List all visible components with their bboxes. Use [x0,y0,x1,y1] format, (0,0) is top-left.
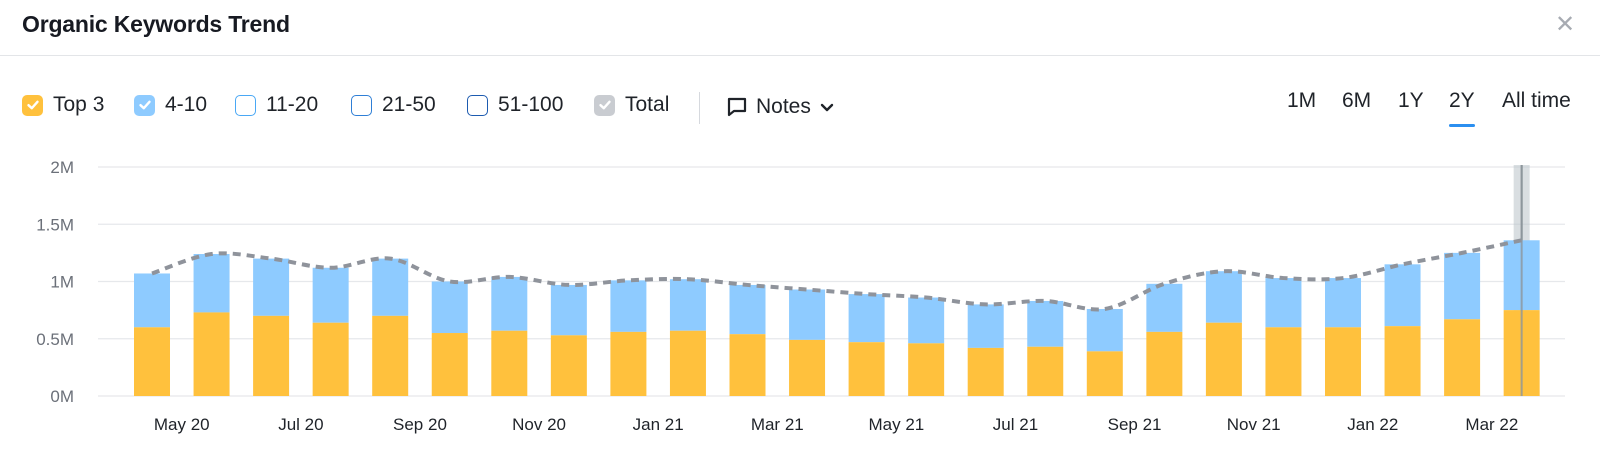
close-icon[interactable]: ✕ [1554,11,1576,38]
checkbox-top3[interactable] [22,94,43,116]
x-tick-label: Nov 21 [1227,415,1281,434]
bar-4-10[interactable] [1325,278,1361,328]
legend-item-21-50[interactable]: 21-50 [351,91,436,119]
bar-4-10[interactable] [193,254,230,313]
bar-top3[interactable] [1205,322,1242,396]
bar-top3[interactable] [491,330,528,396]
bar-top3[interactable] [1027,346,1064,396]
x-tick-label: Jan 21 [633,415,684,434]
legend-item-51-100[interactable]: 51-100 [467,91,563,119]
bar-4-10[interactable] [253,258,290,316]
notes-label: Notes [756,95,811,118]
bar-top3[interactable] [253,315,290,396]
x-tick-label: Mar 21 [751,415,804,434]
tab-1y[interactable]: 1Y [1398,89,1424,112]
check-icon [26,100,39,110]
x-tick-label: Jul 20 [278,415,323,434]
bar-top3[interactable] [848,342,885,396]
checkbox-11-20[interactable] [235,94,256,116]
legend-divider [699,92,700,124]
bar-top3[interactable] [550,335,587,396]
check-icon [598,100,611,110]
chevron-down-icon [820,103,834,112]
modal-header: Organic Keywords Trend ✕ [0,0,1600,56]
bar-4-10[interactable] [550,284,587,336]
bar-top3[interactable] [1086,351,1123,396]
x-tick-label: May 21 [869,415,925,434]
bar-top3[interactable] [967,347,1004,396]
bar-4-10[interactable] [372,258,409,316]
bar-4-10[interactable] [1384,264,1421,327]
legend-item-total[interactable]: Total [594,91,669,119]
checkbox-4-10[interactable] [134,94,155,116]
legend-item-4-10[interactable]: 4-10 [134,91,207,119]
checkbox-21-50[interactable] [351,94,372,116]
bar-top3[interactable] [193,312,230,396]
y-tick-label: 0M [50,387,74,406]
legend-label-total: Total [625,93,670,116]
x-tick-label: Mar 22 [1465,415,1518,434]
bar-top3[interactable] [1384,326,1421,396]
y-tick-label: 1.5M [36,215,74,234]
bar-4-10[interactable] [134,273,170,328]
bar-top3[interactable] [431,333,468,396]
tab-6m[interactable]: 6M [1342,89,1372,112]
legend-label-top3: Top 3 [53,93,105,116]
bar-4-10[interactable] [1205,271,1242,323]
bar-4-10[interactable] [908,297,945,344]
page-title: Organic Keywords Trend [22,11,290,37]
legend-item-11-20[interactable]: 11-20 [235,91,318,119]
legend-label-21-50: 21-50 [382,93,436,116]
bar-top3[interactable] [789,339,826,396]
bar-4-10[interactable] [431,281,468,334]
y-tick-label: 1M [50,273,74,292]
bar-top3[interactable] [610,331,647,396]
checkbox-total[interactable] [594,94,615,116]
x-tick-label: Sep 21 [1108,415,1162,434]
check-icon [138,100,151,110]
bar-4-10[interactable] [312,267,349,323]
bar-4-10[interactable] [1146,283,1183,332]
bar-top3[interactable] [134,327,170,396]
legend-label-4-10: 4-10 [165,93,208,116]
bar-4-10[interactable] [610,280,647,332]
bar-top3[interactable] [908,343,945,396]
x-tick-label: Sep 20 [393,415,447,434]
x-tick-label: Nov 20 [512,415,566,434]
y-tick-label: 2M [50,158,74,177]
x-tick-label: May 20 [154,415,210,434]
bar-4-10[interactable] [669,279,706,331]
bar-top3[interactable] [1265,327,1302,396]
bar-top3[interactable] [669,330,706,396]
legend-label-11-20: 11-20 [266,93,319,116]
checkbox-51-100[interactable] [467,94,488,116]
bar-top3[interactable] [729,334,766,396]
bar-4-10[interactable] [1265,278,1302,328]
tab-all-time[interactable]: All time [1502,89,1571,112]
bar-top3[interactable] [1325,327,1361,396]
bar-4-10[interactable] [848,294,885,343]
x-tick-label: Jul 21 [993,415,1038,434]
legend-item-top3[interactable]: Top 3 [22,91,104,119]
tab-1m[interactable]: 1M [1287,89,1317,112]
legend-label-51-100: 51-100 [498,93,564,116]
y-tick-label: 0.5M [36,330,74,349]
x-tick-label: Jan 22 [1347,415,1398,434]
bar-4-10[interactable] [491,276,528,331]
notes-dropdown[interactable]: Notes [726,92,835,122]
bar-4-10[interactable] [967,304,1004,348]
bar-4-10[interactable] [1086,308,1123,352]
bar-top3[interactable] [1146,331,1183,396]
bar-top3[interactable] [312,322,349,396]
comment-icon [727,97,747,117]
bar-4-10[interactable] [1027,300,1064,347]
bar-4-10[interactable] [729,284,766,335]
bar-top3[interactable] [1444,319,1481,396]
tab-2y[interactable]: 2Y [1449,89,1475,127]
total-line-series [151,238,1523,312]
bar-4-10[interactable] [789,289,826,340]
bar-top3[interactable] [372,315,409,396]
bar-4-10[interactable] [1444,252,1481,320]
